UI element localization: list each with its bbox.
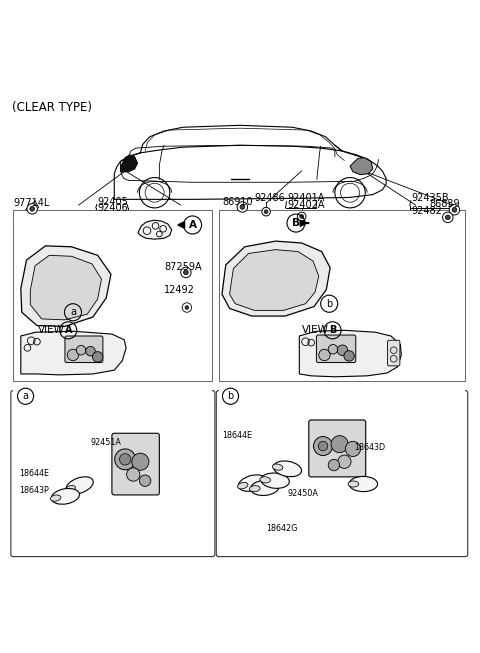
FancyBboxPatch shape bbox=[316, 335, 356, 362]
Circle shape bbox=[86, 347, 96, 356]
FancyBboxPatch shape bbox=[11, 390, 215, 556]
Text: 92450A: 92450A bbox=[288, 489, 318, 498]
Ellipse shape bbox=[50, 495, 61, 502]
Circle shape bbox=[331, 436, 348, 453]
Circle shape bbox=[319, 349, 330, 360]
Polygon shape bbox=[120, 155, 137, 172]
Text: B: B bbox=[292, 218, 300, 228]
Circle shape bbox=[180, 267, 191, 278]
Text: 86839: 86839 bbox=[430, 199, 460, 209]
Text: b: b bbox=[228, 391, 234, 401]
Text: 18644E: 18644E bbox=[19, 469, 49, 478]
Circle shape bbox=[139, 475, 151, 486]
Ellipse shape bbox=[348, 481, 359, 487]
Text: A: A bbox=[189, 220, 196, 230]
Circle shape bbox=[345, 441, 360, 456]
Circle shape bbox=[328, 459, 340, 471]
Circle shape bbox=[452, 208, 457, 212]
Polygon shape bbox=[21, 331, 126, 375]
Text: 92402A: 92402A bbox=[288, 200, 325, 210]
Text: (CLEAR TYPE): (CLEAR TYPE) bbox=[12, 101, 92, 114]
Circle shape bbox=[262, 208, 270, 216]
Polygon shape bbox=[222, 241, 330, 316]
Ellipse shape bbox=[261, 473, 289, 488]
Circle shape bbox=[449, 204, 460, 215]
Circle shape bbox=[183, 270, 188, 275]
Circle shape bbox=[127, 468, 140, 481]
Circle shape bbox=[337, 345, 348, 355]
Ellipse shape bbox=[251, 480, 279, 496]
Text: 92486: 92486 bbox=[254, 193, 285, 203]
Text: a: a bbox=[23, 391, 28, 401]
Ellipse shape bbox=[274, 461, 301, 477]
Text: 92451A: 92451A bbox=[91, 438, 121, 447]
Circle shape bbox=[27, 204, 37, 214]
Ellipse shape bbox=[66, 477, 93, 494]
Text: VIEW: VIEW bbox=[301, 325, 328, 335]
Circle shape bbox=[120, 454, 131, 465]
Text: 86910: 86910 bbox=[222, 197, 252, 207]
Circle shape bbox=[328, 345, 338, 354]
Text: 87259A: 87259A bbox=[164, 262, 202, 272]
Text: 18643P: 18643P bbox=[19, 486, 48, 495]
Ellipse shape bbox=[272, 464, 283, 470]
Circle shape bbox=[443, 212, 453, 223]
Circle shape bbox=[300, 215, 303, 218]
FancyBboxPatch shape bbox=[387, 340, 400, 366]
Text: B: B bbox=[329, 325, 336, 335]
Bar bbox=[219, 210, 466, 381]
Circle shape bbox=[93, 352, 103, 362]
Circle shape bbox=[318, 441, 328, 451]
FancyBboxPatch shape bbox=[309, 420, 366, 477]
Text: 12492: 12492 bbox=[164, 285, 195, 295]
Bar bbox=[13, 390, 213, 402]
Bar bbox=[13, 210, 213, 381]
Circle shape bbox=[76, 345, 86, 355]
Ellipse shape bbox=[51, 488, 80, 504]
Circle shape bbox=[313, 437, 333, 456]
Polygon shape bbox=[300, 330, 401, 377]
Text: b: b bbox=[326, 298, 332, 309]
Ellipse shape bbox=[260, 477, 271, 483]
Circle shape bbox=[298, 212, 306, 221]
Circle shape bbox=[344, 351, 354, 361]
Ellipse shape bbox=[65, 485, 75, 492]
Text: 92405: 92405 bbox=[97, 197, 129, 207]
Text: 18642G: 18642G bbox=[266, 524, 298, 533]
Circle shape bbox=[264, 210, 268, 214]
FancyBboxPatch shape bbox=[65, 336, 103, 362]
Text: 97714L: 97714L bbox=[13, 198, 49, 208]
Text: 92435B: 92435B bbox=[412, 193, 449, 203]
Text: 18643D: 18643D bbox=[354, 443, 385, 452]
Text: A: A bbox=[64, 325, 72, 335]
Circle shape bbox=[67, 349, 79, 360]
Circle shape bbox=[237, 202, 248, 212]
Circle shape bbox=[30, 206, 35, 211]
FancyBboxPatch shape bbox=[216, 390, 468, 556]
Circle shape bbox=[132, 453, 149, 470]
Bar bbox=[219, 390, 466, 402]
FancyBboxPatch shape bbox=[112, 433, 159, 495]
Circle shape bbox=[445, 215, 450, 220]
Text: VIEW: VIEW bbox=[38, 325, 65, 335]
Polygon shape bbox=[229, 249, 319, 310]
Text: 92482: 92482 bbox=[412, 206, 443, 216]
Polygon shape bbox=[21, 246, 111, 326]
Ellipse shape bbox=[238, 483, 248, 489]
Polygon shape bbox=[30, 255, 101, 320]
Text: 92401A: 92401A bbox=[288, 193, 325, 203]
Polygon shape bbox=[138, 220, 172, 239]
Text: 18644E: 18644E bbox=[222, 431, 252, 440]
Ellipse shape bbox=[239, 475, 266, 491]
Text: a: a bbox=[70, 308, 76, 317]
Circle shape bbox=[338, 455, 351, 468]
Circle shape bbox=[185, 306, 189, 310]
Circle shape bbox=[240, 204, 245, 210]
Ellipse shape bbox=[250, 486, 260, 492]
Circle shape bbox=[115, 449, 136, 470]
Text: 92406: 92406 bbox=[97, 203, 129, 213]
Polygon shape bbox=[350, 157, 373, 175]
Ellipse shape bbox=[349, 477, 378, 492]
